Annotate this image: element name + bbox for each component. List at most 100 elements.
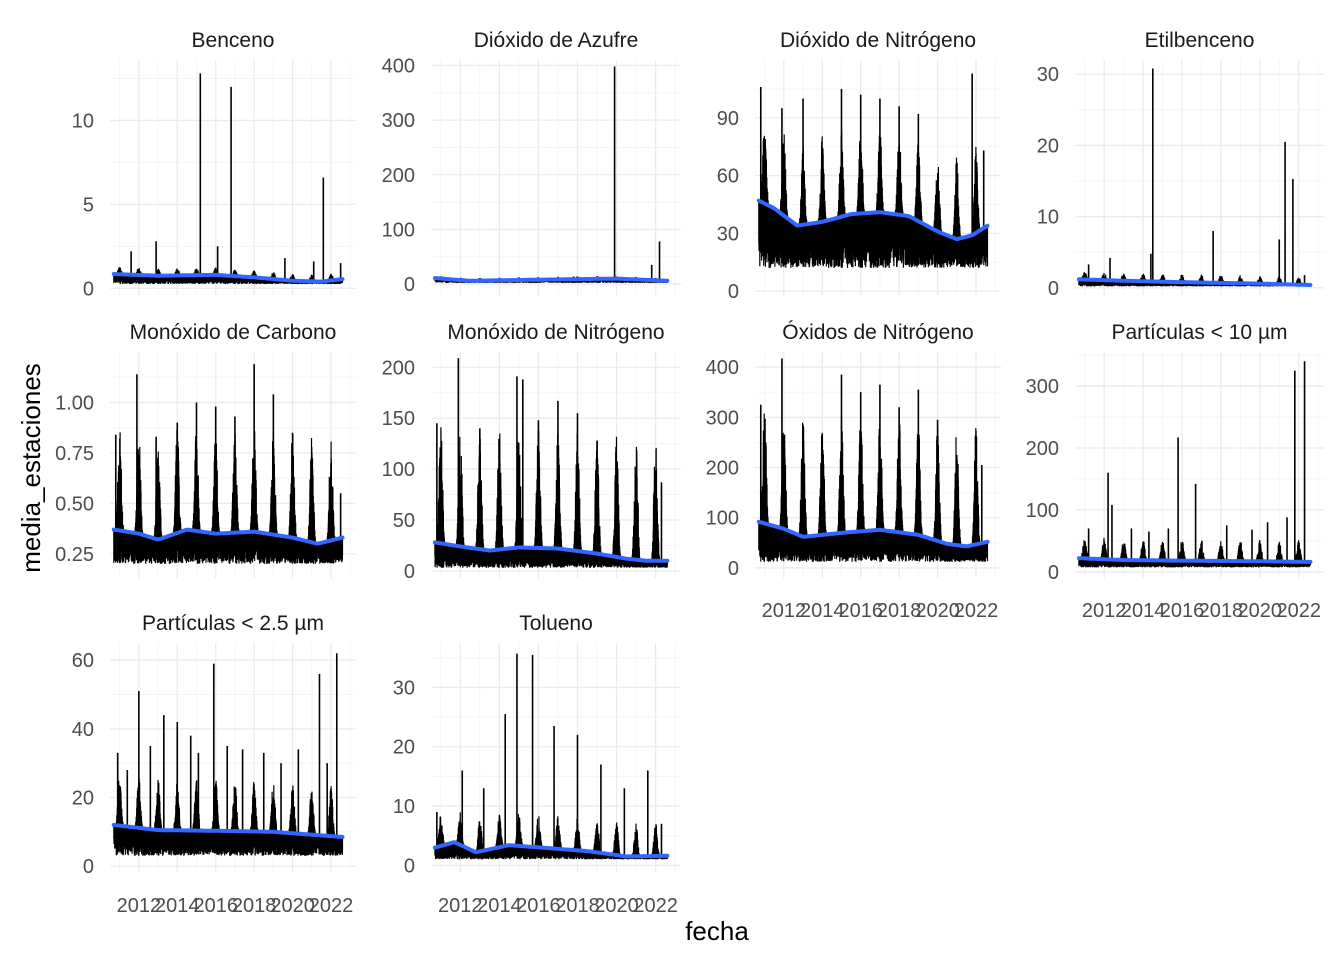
x-tick-label: 2016 [193,895,238,917]
y-tick-label: 200 [382,165,415,187]
y-tick-label: 0.50 [55,493,94,515]
y-tick-label: 100 [706,508,739,530]
y-tick-label: 200 [1026,438,1059,460]
y-tick-label: 0 [404,274,415,296]
x-tick-label: 2022 [633,895,678,917]
smooth-trend-line [111,272,345,284]
y-tick-label: 300 [382,110,415,132]
y-axis-title: media_estaciones [16,363,46,573]
y-tick-label: 10 [72,110,94,132]
y-tick-label: 20 [393,737,415,759]
x-tick-label: 2016 [516,895,561,917]
smooth-trend-line [1076,277,1313,287]
x-tick-label: 2014 [800,600,845,622]
x-tick-label: 2022 [309,895,354,917]
y-tick-label: 0 [728,558,739,580]
facet-title: Partículas < 10 µm [1111,321,1287,344]
facet-panel: Monóxido de Nitrógeno 0 50 100 150 200 [382,321,681,583]
facet-title: Óxidos de Nitrógeno [782,321,973,344]
x-axis-title: fecha [685,916,749,946]
smooth-trend-line [432,840,670,859]
series-line [758,129,989,269]
y-tick-label: 20 [1037,135,1059,157]
x-tick-label: 2016 [838,600,883,622]
facet-title: Dióxido de Nitrógeno [780,29,976,52]
smooth-trend-line [756,198,990,242]
y-tick-label: 0 [404,561,415,583]
x-tick-label: 2022 [954,600,999,622]
facet-panel: Óxidos de Nitrógeno 0 100 200 300 400 20122014… [706,321,1001,622]
y-tick-label: 30 [393,677,415,699]
y-tick-label: 400 [706,357,739,379]
facet-title: Dióxido de Azufre [474,29,639,52]
facet-panel: Dióxido de Nitrógeno 0 30 60 90 [717,29,1001,303]
x-tick-label: 2012 [438,895,483,917]
y-tick-label: 0 [83,856,94,878]
y-tick-label: 150 [382,408,415,430]
facet-panel: Partículas < 2.5 µm020406020122014201620… [72,612,356,917]
x-tick-label: 2018 [877,600,922,622]
x-tick-label: 2014 [155,895,200,917]
x-tick-label: 2016 [1160,600,1205,622]
y-tick-label: 10 [393,796,415,818]
smooth-trend-line [1076,556,1313,564]
smooth-trend-line [111,527,345,546]
y-tick-label: 200 [382,357,415,379]
smooth-trend-line [432,540,670,563]
x-tick-label: 2020 [270,895,315,917]
smooth-trend-line [432,276,670,283]
x-tick-label: 2020 [1238,600,1283,622]
smooth-trend-line [111,822,345,839]
smooth-trend-line [756,519,990,549]
y-tick-label: 50 [393,510,415,532]
y-tick-label: 0 [83,278,94,300]
x-tick-label: 2014 [477,895,522,917]
facet-panel: Benceno 0 5 10 [72,29,356,300]
x-tick-label: 2020 [594,895,639,917]
y-tick-label: 400 [382,55,415,77]
y-tick-label: 100 [382,219,415,241]
facet-title: Benceno [192,29,275,52]
y-tick-label: 0 [728,281,739,303]
y-tick-label: 0.25 [55,544,94,566]
y-tick-label: 300 [1026,376,1059,398]
x-tick-label: 2012 [117,895,162,917]
x-tick-label: 2012 [1082,600,1127,622]
x-tick-label: 2018 [1199,600,1244,622]
x-tick-label: 2022 [1276,600,1321,622]
facet-panel: Etilbenceno 0 10 20 30 [1037,29,1324,300]
y-tick-label: 200 [706,458,739,480]
y-tick-label: 0.75 [55,443,94,465]
facet-title: Partículas < 2.5 µm [142,612,324,635]
y-tick-label: 20 [72,787,94,809]
y-tick-label: 1.00 [55,392,94,414]
y-tick-label: 300 [706,407,739,429]
y-tick-label: 100 [382,459,415,481]
y-tick-label: 60 [717,166,739,188]
y-tick-label: 0 [1048,278,1059,300]
facet-title: Etilbenceno [1145,29,1255,52]
x-tick-label: 2018 [555,895,600,917]
facet-title: Tolueno [519,612,593,635]
y-tick-label: 40 [72,719,94,741]
series-line [113,429,344,564]
x-tick-label: 2018 [232,895,277,917]
x-tick-label: 2014 [1121,600,1166,622]
y-tick-label: 5 [83,194,94,216]
series-line [113,779,344,856]
y-tick-label: 90 [717,108,739,130]
y-tick-label: 100 [1026,500,1059,522]
x-tick-label: 2012 [762,600,807,622]
y-tick-label: 10 [1037,207,1059,229]
y-tick-label: 30 [717,223,739,245]
y-tick-label: 30 [1037,64,1059,86]
y-tick-label: 0 [1048,562,1059,584]
facet-panel: Partículas < 10 µm 0 100 200 300 201220142016… [1026,321,1324,622]
y-tick-label: 0 [404,855,415,877]
facet-panel: Monóxido de Carbono 0.25 0.50 0.75 1.00 [55,321,356,578]
facet-title: Monóxido de Carbono [130,321,337,344]
y-tick-label: 60 [72,650,94,672]
x-tick-label: 2020 [915,600,960,622]
